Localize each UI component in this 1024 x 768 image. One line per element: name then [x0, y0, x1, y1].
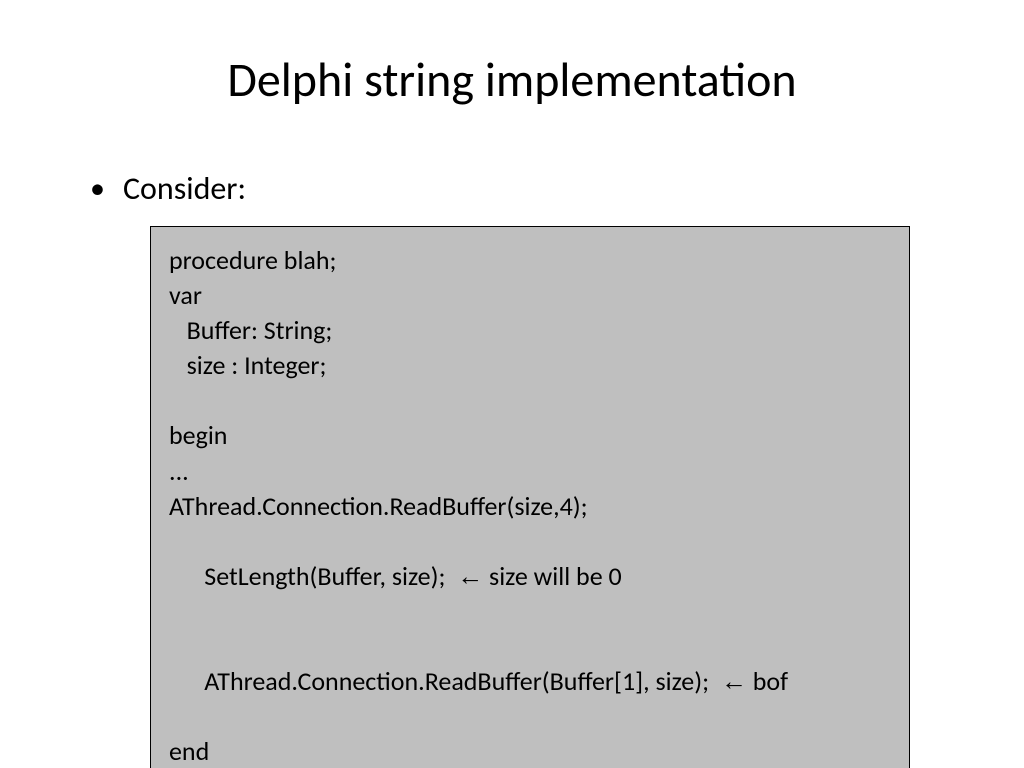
code-line: end	[169, 734, 891, 768]
code-line-annotated: AThread.Connection.ReadBuffer(Buffer[1],…	[169, 629, 891, 734]
code-line: size : Integer;	[169, 348, 891, 383]
code-line: Buffer: String;	[169, 313, 891, 348]
code-line: procedure blah;	[169, 243, 891, 278]
code-line: ...	[169, 454, 891, 489]
bullet-marker: •	[90, 171, 105, 207]
code-annotation: size will be 0	[483, 560, 622, 592]
arrow-left-icon: ←	[457, 561, 483, 591]
code-annotation: bof	[747, 665, 788, 697]
code-box: procedure blah; var Buffer: String; size…	[150, 226, 910, 768]
code-line: var	[169, 278, 891, 313]
code-line-annotated: SetLength(Buffer, size); ← size will be …	[169, 524, 891, 629]
slide-title: Delphi string implementation	[90, 50, 934, 109]
code-line-blank	[169, 383, 891, 418]
code-line: AThread.Connection.ReadBuffer(size,4);	[169, 489, 891, 524]
slide: Delphi string implementation • Consider:…	[0, 0, 1024, 768]
code-fragment: AThread.Connection.ReadBuffer(Buffer[1],…	[204, 665, 721, 697]
bullet-text: Consider:	[123, 169, 246, 208]
bullet-item: • Consider:	[90, 169, 934, 208]
arrow-left-icon: ←	[721, 666, 747, 696]
code-fragment: SetLength(Buffer, size);	[204, 560, 457, 592]
code-line: begin	[169, 418, 891, 453]
